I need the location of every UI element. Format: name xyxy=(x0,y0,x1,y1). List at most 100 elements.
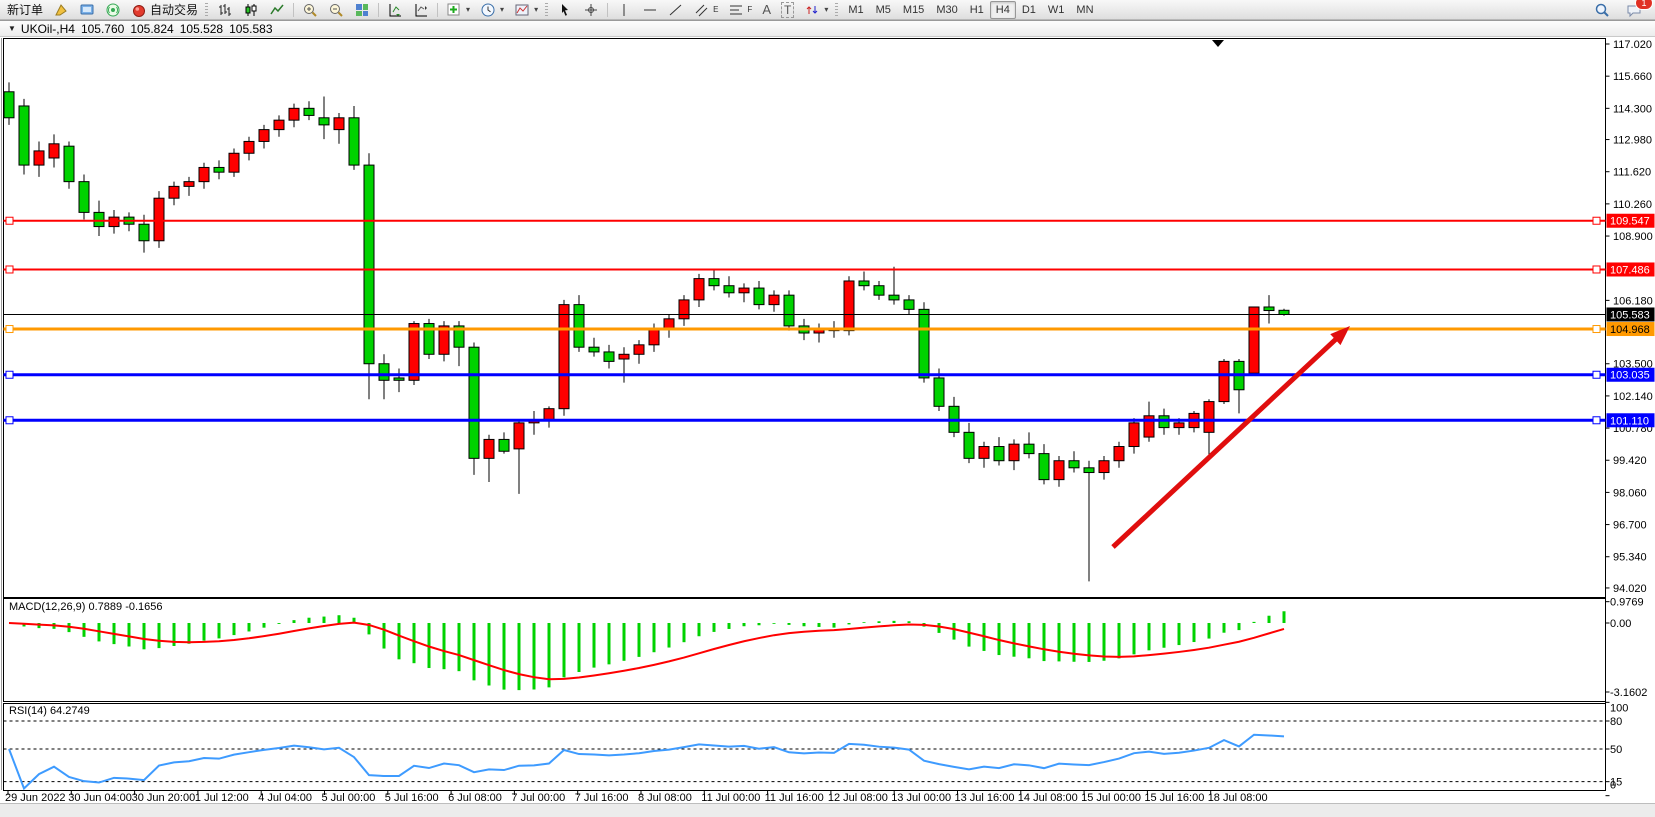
vertical-line-tool-button[interactable] xyxy=(611,0,637,20)
candle-bullish xyxy=(1218,360,1230,403)
chart-shift-button[interactable] xyxy=(408,0,434,20)
price-axis-label: 99.420 xyxy=(1613,455,1647,467)
candle-bearish xyxy=(138,223,150,242)
text-label-tool-button[interactable]: T xyxy=(776,0,799,20)
candle-bearish xyxy=(213,166,225,173)
arrows-tool-icon xyxy=(806,5,818,14)
line-drag-handle[interactable] xyxy=(5,416,14,425)
candlestick-mode-button[interactable] xyxy=(238,0,264,20)
price-axis-label: 102.140 xyxy=(1613,391,1653,403)
time-axis-label: 14 Jul 08:00 xyxy=(1018,792,1078,804)
line-chart-mode-button[interactable] xyxy=(264,0,290,20)
time-axis-label: 29 Jun 2022 xyxy=(5,792,66,804)
zoom-out-button[interactable] xyxy=(323,0,349,20)
indicators-menu-button[interactable]: ▾ xyxy=(441,0,475,20)
auto-trading-button[interactable]: 自动交易 xyxy=(126,0,203,20)
cursor-tool-button[interactable] xyxy=(552,0,578,20)
text-tool-button[interactable]: A xyxy=(757,0,776,20)
trend-arrow-head[interactable] xyxy=(1330,326,1350,346)
candle-bullish xyxy=(693,278,705,301)
dropdown-caret-icon: ▾ xyxy=(500,5,505,14)
tile-windows-button[interactable] xyxy=(349,0,375,20)
new-order-button[interactable]: 新订单 xyxy=(2,0,48,20)
templates-menu-button[interactable]: ▾ xyxy=(509,0,543,20)
macd-value: 0.7889 xyxy=(88,601,123,613)
line-drag-handle[interactable] xyxy=(1592,216,1601,225)
line-drag-handle[interactable] xyxy=(1592,370,1601,379)
timeframe-h4-button[interactable]: H4 xyxy=(989,0,1016,19)
bar-close-value: 105.583 xyxy=(229,21,273,36)
zoom-in-button[interactable] xyxy=(297,0,323,20)
line-chart-icon xyxy=(270,4,284,14)
vertical-line-icon xyxy=(623,3,625,16)
candle-bullish xyxy=(258,129,270,142)
window-bottom-strip xyxy=(0,803,1655,817)
time-axis-label: 30 Jun 20:00 xyxy=(132,792,196,804)
line-drag-handle[interactable] xyxy=(5,265,14,274)
candle-bullish xyxy=(663,318,675,329)
time-axis-label: 15 Jul 00:00 xyxy=(1081,792,1141,804)
trendline-icon xyxy=(669,4,682,15)
timeframe-m30-button[interactable]: M30 xyxy=(936,3,958,16)
accounts-icon-button[interactable] xyxy=(74,0,100,20)
candle-bearish xyxy=(63,145,75,183)
candle-bearish xyxy=(1038,453,1050,481)
crosshair-tool-button[interactable] xyxy=(578,0,604,20)
chart-window-titlebar[interactable]: ▼ UKOil-,H4 105.760 105.824 105.528 105.… xyxy=(0,20,1655,37)
notifications-button[interactable]: 1 xyxy=(1621,0,1653,20)
timeframe-m5-button[interactable]: M5 xyxy=(875,3,891,16)
price-axis-label: 112.980 xyxy=(1613,135,1652,147)
periods-menu-button[interactable]: ▾ xyxy=(475,0,509,20)
line-drag-handle[interactable] xyxy=(1592,416,1601,425)
line-drag-handle[interactable] xyxy=(5,370,14,379)
rsi-indicator-label: RSI(14) 64.2749 xyxy=(9,705,90,717)
fibonacci-icon xyxy=(730,5,743,14)
note-icon xyxy=(55,3,67,15)
trendline-tool-button[interactable] xyxy=(663,0,689,20)
channel-tool-button[interactable]: E xyxy=(689,0,723,20)
add-indicator-icon xyxy=(447,3,460,15)
signals-icon-button[interactable] xyxy=(100,0,126,20)
time-axis-label: 11 Jul 16:00 xyxy=(765,792,824,804)
candle-bearish xyxy=(378,363,390,381)
auto-scroll-button[interactable] xyxy=(382,0,408,20)
chart-background xyxy=(0,37,1655,817)
timeframe-d1-button[interactable]: D1 xyxy=(1021,3,1036,16)
time-axis-label: 18 Jul 08:00 xyxy=(1208,792,1268,804)
support-line-blue-1-price-badge: 103.035 xyxy=(1610,370,1650,382)
horizontal-line-tool-button[interactable] xyxy=(637,0,663,20)
search-button[interactable] xyxy=(1589,0,1615,20)
bid-price-badge: 105.583 xyxy=(1610,309,1650,321)
candle-bearish xyxy=(453,325,465,348)
timeframe-w1-button[interactable]: W1 xyxy=(1047,3,1065,16)
chart-shift-marker[interactable] xyxy=(1212,40,1224,47)
toolbar-right-icons: 1 xyxy=(1589,0,1653,20)
horizontal-line-icon xyxy=(644,9,657,10)
line-drag-handle[interactable] xyxy=(5,325,14,334)
time-axis-label: 30 Jun 04:00 xyxy=(68,792,132,804)
dropdown-caret-icon: ▾ xyxy=(824,5,829,14)
candle-bullish xyxy=(1248,306,1260,374)
timeframe-mn-button[interactable]: MN xyxy=(1076,3,1094,16)
history-center-icon[interactable] xyxy=(48,0,74,20)
trend-arrow-line[interactable] xyxy=(1111,335,1341,549)
line-drag-handle[interactable] xyxy=(1592,265,1601,274)
candle-bearish xyxy=(1278,309,1290,315)
candle-bearish xyxy=(393,377,405,381)
arrows-tool-button[interactable]: ▾ xyxy=(799,0,833,20)
line-drag-handle[interactable] xyxy=(5,216,14,225)
time-axis-label: 13 Jul 16:00 xyxy=(955,792,1015,804)
fibonacci-tool-button[interactable]: F xyxy=(723,0,757,20)
candle-bearish xyxy=(588,346,600,353)
candle-bullish xyxy=(513,422,525,450)
timeframe-m1-button[interactable]: M1 xyxy=(848,3,864,16)
candle-bullish xyxy=(738,287,750,294)
macd-signal-value: -0.1656 xyxy=(125,601,163,613)
line-drag-handle[interactable] xyxy=(1592,325,1601,334)
timeframe-m15-button[interactable]: M15 xyxy=(902,3,925,16)
timeframe-h1-button[interactable]: H1 xyxy=(969,3,984,16)
candle-bullish xyxy=(1008,443,1020,462)
candle-bullish xyxy=(183,181,195,187)
bar-chart-mode-button[interactable] xyxy=(212,0,238,20)
